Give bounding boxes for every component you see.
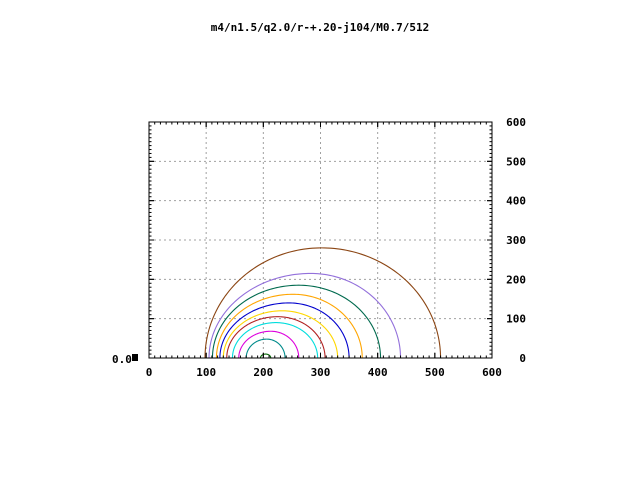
x-tick-label: 300 <box>311 366 331 379</box>
left-axis-marker <box>132 354 138 361</box>
y-tick-label: 200 <box>506 273 526 286</box>
series-curve-8 <box>215 293 363 359</box>
x-tick-label: 500 <box>425 366 445 379</box>
series-curve-6 <box>222 310 339 359</box>
series-group <box>204 247 442 359</box>
y-tick-label: 0 <box>519 352 526 365</box>
y-tick-label: 300 <box>506 234 526 247</box>
ticks <box>148 121 493 359</box>
series-curve-7 <box>219 302 350 359</box>
y-tick-label: 100 <box>506 313 526 326</box>
series-curve-3 <box>238 330 300 359</box>
y-tick-label: 500 <box>506 155 526 168</box>
x-tick-label: 400 <box>368 366 388 379</box>
y-tick-label: 400 <box>506 195 526 208</box>
series-curve-9 <box>211 284 382 359</box>
x-tick-label: 200 <box>253 366 273 379</box>
series-curve-1 <box>259 353 272 358</box>
tick-labels: 0 100 200 300 400 500 600 0 100 200 300 400 500 600 <box>146 116 526 379</box>
chart-title: m4/n1.5/q2.0/r-+.20-j104/M0.7/512 <box>211 21 430 34</box>
series-curve-4 <box>231 322 319 359</box>
y-tick-label: 600 <box>506 116 526 129</box>
x-tick-label: 0 <box>146 366 153 379</box>
x-tick-label: 100 <box>196 366 216 379</box>
series-curve-2 <box>245 338 286 359</box>
x-tick-label: 600 <box>482 366 502 379</box>
series-curve-10 <box>208 272 402 359</box>
series-curve-11 <box>204 247 442 359</box>
left-axis-label: 0.0 <box>112 353 132 366</box>
series-curve-5 <box>226 316 326 359</box>
grid <box>149 122 492 358</box>
